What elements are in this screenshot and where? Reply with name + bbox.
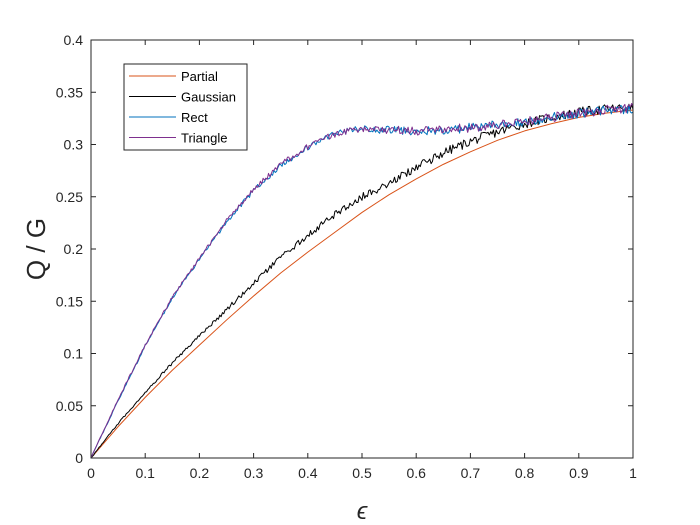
legend-label-partial: Partial <box>181 69 218 84</box>
y-tick-label: 0.05 <box>56 398 83 414</box>
y-tick-label: 0.35 <box>56 84 83 100</box>
x-tick-label: 0.3 <box>244 465 264 481</box>
x-tick-label: 0.6 <box>406 465 426 481</box>
x-tick-label: 0.9 <box>569 465 589 481</box>
x-tick-label: 0.1 <box>135 465 155 481</box>
x-tick-label: 0.5 <box>352 465 372 481</box>
y-axis-label: Q / G <box>21 218 51 280</box>
legend-label-triangle: Triangle <box>181 131 227 146</box>
legend-label-gaussian: Gaussian <box>181 90 236 105</box>
x-tick-label: 0.8 <box>515 465 535 481</box>
y-tick-label: 0.1 <box>64 346 84 362</box>
series-lines <box>90 102 634 459</box>
y-tick-label: 0.25 <box>56 189 83 205</box>
y-tick-label: 0 <box>75 450 83 466</box>
series-line-triangle <box>90 102 634 459</box>
x-axis-label: ϵ <box>357 498 368 525</box>
x-tick-label: 1 <box>629 465 637 481</box>
x-tick-label: 0 <box>87 465 95 481</box>
y-tick-label: 0.2 <box>64 241 84 257</box>
y-tick-label: 0.3 <box>64 137 84 153</box>
y-axis-ticks: 0 0.05 0.1 0.15 0.2 0.25 0.3 0.35 0.4 <box>56 32 633 466</box>
y-tick-label: 0.4 <box>64 32 84 48</box>
x-tick-label: 0.2 <box>190 465 210 481</box>
series-line-gaussian <box>90 103 634 459</box>
x-axis-ticks: 0 0.1 0.2 0.3 0.4 0.5 0.6 0.7 0.8 0.9 1 <box>87 40 637 481</box>
legend: Partial Gaussian Rect Triangle <box>123 63 248 151</box>
x-tick-label: 0.4 <box>298 465 318 481</box>
legend-box <box>123 63 248 151</box>
y-tick-label: 0.15 <box>56 293 83 309</box>
x-tick-label: 0.7 <box>461 465 481 481</box>
legend-label-rect: Rect <box>181 110 208 125</box>
series-line-partial <box>90 109 634 459</box>
